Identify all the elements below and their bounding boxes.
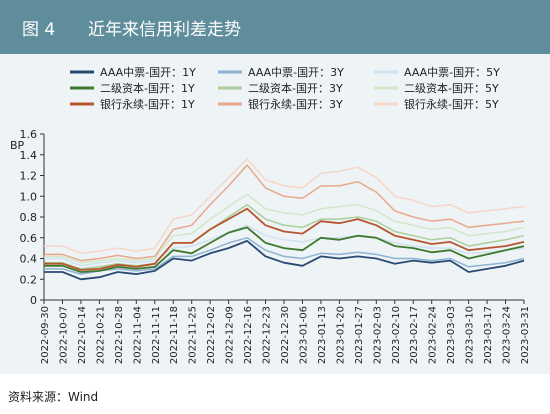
x-tick-label: 2022-09-30 <box>40 306 51 364</box>
legend-item: AAA中票-国开：1Y <box>70 66 196 79</box>
y-tick-label: 0.2 <box>20 273 38 286</box>
legend: AAA中票-国开：1Y AAA中票-国开：3Y AAA中票-国开：5Y 二级资本-国开… <box>70 66 500 111</box>
figure-title: 近年来信用利差走势 <box>88 20 241 40</box>
legend-item: 银行永续-国开：1Y <box>70 97 195 111</box>
y-axis: 0 0.2 0.4 0.6 0.8 1.0 1.2 1.4 1.6 <box>20 128 45 307</box>
x-tick-label: 2022-12-23 <box>262 306 273 364</box>
x-tick-label: 2023-01-27 <box>354 306 365 364</box>
series-line <box>44 164 525 262</box>
legend-label: 银行永续-国开：1Y <box>100 97 195 111</box>
x-axis: 2022-09-30 2022-10-07 2022-10-14 2022-10-21… <box>40 299 531 364</box>
legend-label: 二级资本-国开：1Y <box>100 81 195 95</box>
x-tick-label: 2023-03-31 <box>520 306 531 364</box>
legend-label: 银行永续-国开：3Y <box>248 97 343 111</box>
source-note: 资料来源：Wind <box>8 390 99 404</box>
x-tick-label: 2022-11-04 <box>132 306 143 364</box>
series-line <box>44 239 525 281</box>
x-tick-label: 2023-03-03 <box>446 306 457 364</box>
x-tick-label: 2023-01-13 <box>317 306 328 364</box>
x-tick-label: 2022-12-02 <box>206 306 217 364</box>
legend-item: 银行永续-国开：3Y <box>218 97 343 111</box>
series-lines <box>44 158 525 281</box>
figure-title-bar: 图 4 近年来信用利差走势 <box>0 0 550 54</box>
x-tick-label: 2023-01-20 <box>335 306 346 364</box>
legend-label: AAA中票-国开：3Y <box>248 66 344 79</box>
x-tick-label: 2023-02-24 <box>428 306 439 364</box>
legend-label: 银行永续-国开：5Y <box>404 97 499 111</box>
x-tick-label: 2023-01-06 <box>298 306 309 364</box>
legend-label: AAA中票-国开：1Y <box>100 66 196 79</box>
chart-background <box>0 54 550 374</box>
legend-item: 二级资本-国开：1Y <box>70 81 195 95</box>
spread-line-chart: AAA中票-国开：1Y AAA中票-国开：3Y AAA中票-国开：5Y 二级资本-国开… <box>10 66 531 364</box>
x-tick-label: 2022-11-18 <box>169 306 180 364</box>
y-tick-label: 0.8 <box>20 211 38 224</box>
legend-label: 二级资本-国开：3Y <box>248 81 343 95</box>
y-axis-label: BP <box>10 139 25 152</box>
x-tick-label: 2022-11-11 <box>151 306 162 364</box>
series-line <box>44 207 525 271</box>
x-tick-label: 2022-10-21 <box>95 306 106 364</box>
y-tick-label: 1.0 <box>20 190 38 203</box>
y-tick-label: 1.2 <box>20 170 38 183</box>
x-tick-label: 2022-12-09 <box>225 306 236 364</box>
legend-label: AAA中票-国开：5Y <box>404 66 500 79</box>
x-tick-label: 2022-12-30 <box>280 306 291 364</box>
legend-item: 银行永续-国开：5Y <box>374 97 499 111</box>
x-tick-label: 2023-03-10 <box>465 306 476 364</box>
series-line <box>44 224 525 267</box>
legend-item: 二级资本-国开：3Y <box>218 81 343 95</box>
y-tick-label: 0 <box>30 294 37 307</box>
legend-item: AAA中票-国开：3Y <box>218 66 344 79</box>
series-line <box>44 226 525 273</box>
series-line <box>44 203 525 270</box>
x-tick-label: 2022-10-28 <box>114 306 125 364</box>
y-tick-label: 1.4 <box>20 149 38 162</box>
y-tick-label: 1.6 <box>20 128 38 141</box>
legend-item: AAA中票-国开：5Y <box>374 66 500 79</box>
x-tick-label: 2023-03-17 <box>483 306 494 364</box>
series-line <box>44 193 525 264</box>
x-tick-label: 2022-11-25 <box>188 306 199 364</box>
x-tick-label: 2022-12-16 <box>243 306 254 364</box>
legend-item: 二级资本-国开：5Y <box>374 81 499 95</box>
series-line <box>44 237 525 275</box>
figure-number: 图 4 <box>22 20 56 40</box>
x-tick-label: 2023-02-03 <box>372 306 383 364</box>
x-tick-label: 2023-02-17 <box>409 306 420 364</box>
y-tick-label: 0.6 <box>20 232 38 245</box>
series-line <box>44 158 525 255</box>
y-tick-label: 0.4 <box>20 253 38 266</box>
x-tick-label: 2023-03-24 <box>502 306 513 364</box>
x-tick-label: 2022-10-14 <box>77 306 88 364</box>
legend-label: 二级资本-国开：5Y <box>404 81 499 95</box>
x-tick-label: 2023-02-10 <box>391 306 402 364</box>
x-tick-label: 2022-10-07 <box>58 306 69 364</box>
